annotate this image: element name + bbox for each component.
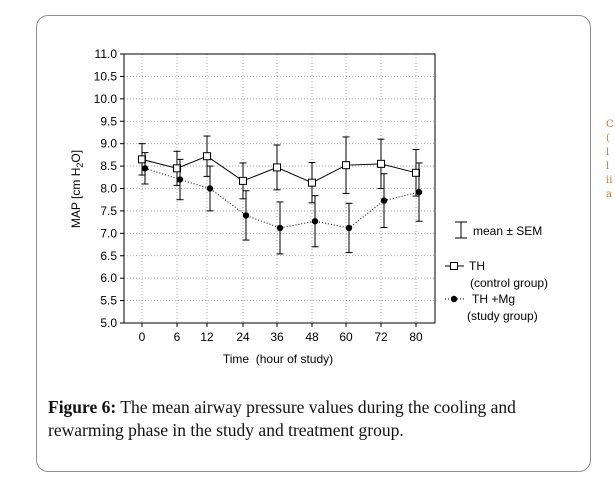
side-fragment-char: l [606, 147, 610, 158]
y-tick-label: 7.5 [100, 204, 117, 218]
grid [124, 54, 435, 323]
data-point [176, 176, 184, 183]
data-point [311, 218, 319, 225]
data-point [203, 152, 211, 161]
y-tick-label: 8.0 [100, 182, 117, 196]
legend-errorbar-label: mean ± SEM [473, 224, 542, 238]
data-point [242, 212, 250, 219]
y-axis-label-end: O] [69, 150, 83, 163]
data-point [141, 165, 149, 172]
side-fragment-char: C [606, 119, 614, 130]
y-tick-label: 6.5 [100, 249, 117, 263]
side-fragment-char: a [606, 189, 612, 200]
y-tick-label: 9.5 [100, 114, 117, 128]
data-point [173, 164, 181, 173]
legend-thmg-symbol [445, 295, 464, 303]
y-axis: 5.0 5.5 6.0 6.5 7.0 7.5 8.0 8.5 9.0 9.5 10.0 10.5 11… [94, 47, 124, 330]
figure-caption: Figure 6: The mean airway pressure value… [48, 396, 583, 442]
series-layer [138, 135, 423, 255]
legend: mean ± SEM TH (control group) TH +Mg (st… [445, 221, 548, 323]
x-tick-label: 6 [174, 330, 181, 344]
x-tick-label: 80 [409, 330, 423, 344]
caption-label: Figure 6: [48, 397, 117, 417]
y-axis-label: MAP [cm H2O] [69, 150, 85, 228]
legend-th-symbol [445, 262, 464, 270]
legend-th-name: TH [469, 259, 485, 273]
legend-th-detail: (control group) [470, 276, 548, 290]
y-tick-label: 8.5 [100, 159, 117, 173]
y-tick-label: 11.0 [95, 47, 118, 61]
x-tick-label: 48 [305, 330, 319, 344]
caption-text: The mean airway pressure values during t… [48, 397, 516, 440]
data-point [380, 197, 388, 204]
x-axis-label: Time (hour of study) [223, 352, 333, 366]
x-tick-label: 24 [236, 330, 250, 344]
legend-errorbar-symbol [455, 221, 467, 239]
legend-thmg-detail: (study group) [467, 309, 538, 323]
data-point [308, 178, 316, 187]
x-axis: 0 6 12 24 36 48 60 72 80 [139, 323, 423, 344]
data-point [138, 155, 146, 164]
x-tick-label: 60 [339, 330, 353, 344]
data-point [276, 224, 284, 232]
x-tick-label: 0 [139, 330, 146, 344]
side-fragment-char: ( [606, 133, 610, 144]
figure-card [36, 15, 591, 472]
x-tick-label: 72 [374, 330, 388, 344]
y-axis-label-main: MAP [cm H [69, 168, 83, 228]
side-text-fragment: C ( l l ii a [606, 118, 615, 202]
y-tick-label: 5.5 [100, 294, 117, 308]
y-axis-label-subscript: 2 [75, 163, 85, 168]
data-point [239, 176, 247, 185]
y-tick-label: 6.0 [100, 271, 117, 285]
y-tick-label: 5.0 [100, 316, 117, 330]
side-fragment-char: l [606, 161, 610, 172]
x-tick-label: 12 [200, 330, 214, 344]
data-point [342, 161, 350, 170]
y-tick-label: 7.0 [100, 226, 117, 240]
series-line [144, 167, 420, 229]
series-th [138, 135, 420, 204]
x-tick-label: 36 [270, 330, 284, 344]
data-point [377, 159, 385, 168]
data-point [345, 224, 353, 232]
y-tick-label: 9.0 [100, 137, 117, 151]
data-point [206, 185, 214, 192]
data-point [273, 163, 281, 172]
data-point [415, 188, 423, 196]
y-tick-label: 10.0 [94, 92, 118, 106]
series-th-mg [141, 152, 423, 255]
data-point [412, 168, 420, 177]
side-fragment-char: ii [606, 175, 613, 186]
y-tick-label: 10.5 [94, 69, 118, 83]
legend-thmg-name: TH +Mg [472, 292, 515, 306]
